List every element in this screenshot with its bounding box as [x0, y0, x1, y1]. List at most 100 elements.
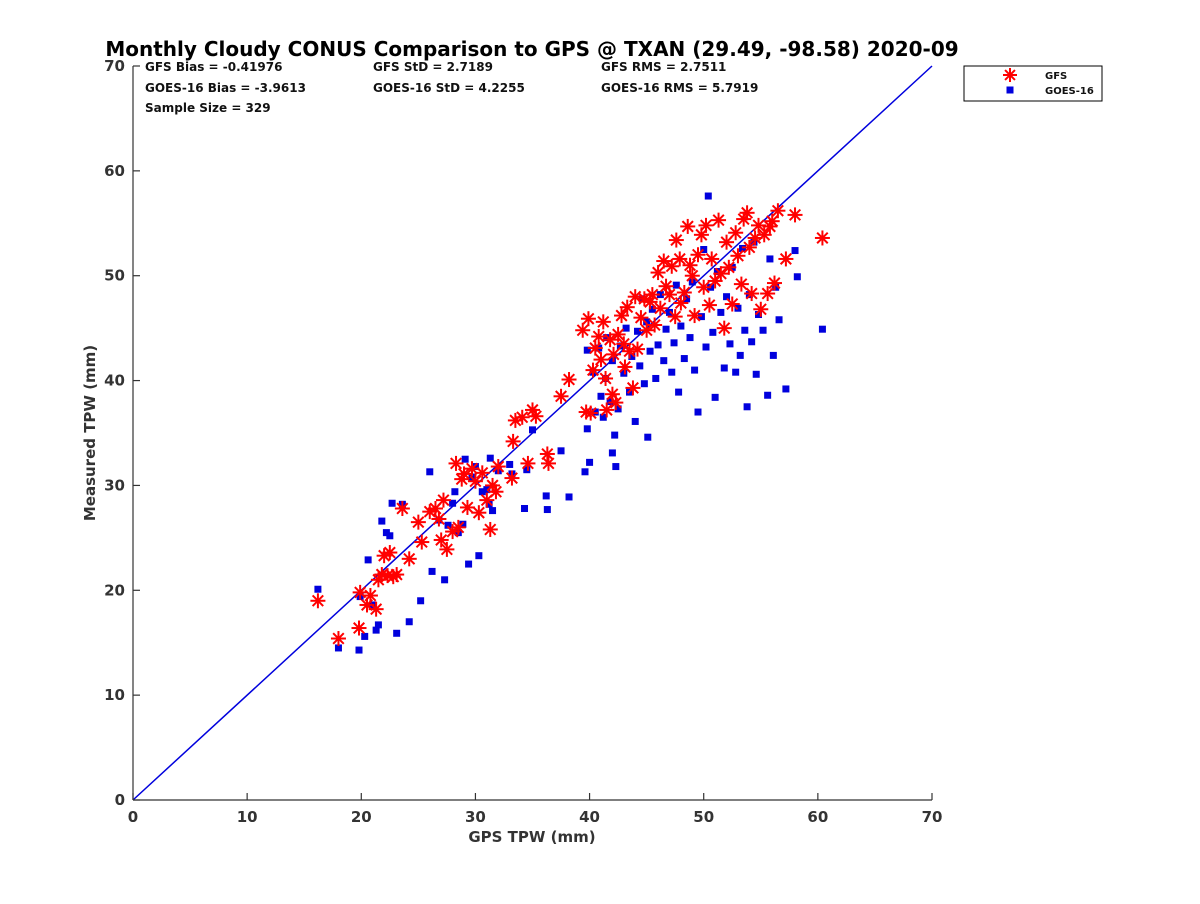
goes-point: [386, 532, 394, 540]
gfs-point: [739, 205, 755, 221]
gfs-point: [351, 620, 367, 636]
goes-point: [711, 393, 719, 401]
goes-point: [478, 488, 486, 496]
goes-point: [648, 305, 656, 313]
gfs-point: [540, 455, 556, 471]
gfs-point: [741, 239, 757, 255]
gfs-point: [650, 265, 666, 281]
goes-point: [636, 362, 644, 370]
goes-point: [656, 291, 664, 299]
goes-point: [782, 385, 790, 393]
sample-size-text: Sample Size = 329: [145, 101, 271, 115]
goes-point: [361, 632, 369, 640]
gfs-point: [687, 308, 703, 324]
gfs-point: [553, 388, 569, 404]
gfs-point: [644, 287, 660, 303]
goes-point: [628, 352, 636, 360]
goes-point: [506, 460, 514, 468]
goes-point: [393, 629, 401, 637]
gfs-point: [414, 534, 430, 550]
goes-point: [459, 520, 467, 528]
gfs-point: [760, 286, 776, 302]
goes-point: [702, 343, 710, 351]
gfs-point: [719, 234, 735, 250]
gfs-point: [368, 601, 384, 617]
gfs-point: [696, 279, 712, 295]
goes-point: [465, 560, 473, 568]
gfs-point: [389, 567, 405, 583]
gfs-point: [595, 314, 611, 330]
gfs-point: [505, 433, 521, 449]
goes-point: [672, 281, 680, 289]
gfs-point: [474, 465, 490, 481]
gfs-point: [673, 295, 689, 311]
gfs-point: [684, 268, 700, 284]
gfs-point: [382, 545, 398, 561]
goes-point: [739, 244, 747, 252]
goes-point: [791, 247, 799, 255]
gfs-point: [630, 341, 646, 357]
gfs-point: [459, 499, 475, 515]
gfs-point: [625, 380, 641, 396]
gfs-point: [602, 332, 618, 348]
goes-point: [723, 293, 731, 301]
goes-point: [523, 466, 531, 474]
goes-point: [631, 417, 639, 425]
x-tick-label: 0: [128, 808, 138, 826]
gfs-point: [701, 297, 717, 313]
gfs-point: [647, 317, 663, 333]
gfs-point: [482, 521, 498, 537]
goes-point: [334, 644, 342, 652]
gfs-point: [598, 370, 614, 386]
goes-point: [608, 357, 616, 365]
x-tick-label: 10: [237, 808, 258, 826]
goes-point: [374, 621, 382, 629]
goes-point: [652, 374, 660, 382]
goes-point: [417, 597, 425, 605]
gfs-point: [514, 409, 530, 425]
goes-point: [694, 408, 702, 416]
goes-point: [611, 431, 619, 439]
y-tick-label: 30: [104, 476, 125, 494]
gfs-point: [606, 346, 622, 362]
goes-point: [608, 449, 616, 457]
gfs-point: [504, 470, 520, 486]
gfs-point: [471, 505, 487, 521]
goes-std-text: GOES-16 StD = 4.2255: [373, 81, 525, 95]
goes-point: [717, 308, 725, 316]
goes-point: [426, 468, 434, 476]
y-tick-label: 60: [104, 162, 125, 180]
gfs-point: [608, 395, 624, 411]
gfs-point: [352, 584, 368, 600]
gfs-point: [439, 541, 455, 557]
gfs-point: [587, 340, 603, 356]
gfs-point: [724, 296, 740, 312]
goes-point: [485, 500, 493, 508]
goes-rms-text: GOES-16 RMS = 5.7919: [601, 81, 758, 95]
gfs-point: [711, 212, 727, 228]
gfs-point: [599, 402, 615, 418]
gfs-point: [450, 519, 466, 535]
gfs-point: [652, 300, 668, 316]
gfs-point: [617, 359, 633, 375]
goes-point: [670, 339, 678, 347]
gfs-point: [716, 320, 732, 336]
legend-gfs-marker: [1003, 68, 1017, 82]
x-tick-label: 30: [465, 808, 486, 826]
x-axis-label: GPS TPW (mm): [468, 828, 595, 846]
goes-point: [818, 325, 826, 333]
goes-point: [475, 552, 483, 560]
goes-point: [743, 403, 751, 411]
gfs-point: [610, 326, 626, 342]
gfs-point: [422, 504, 438, 520]
gfs-point: [728, 225, 744, 241]
legend: GFS GOES-16: [963, 65, 1103, 102]
gfs-point: [614, 308, 630, 324]
y-tick-label: 20: [104, 581, 125, 599]
goes-point: [677, 322, 685, 330]
goes-point: [620, 369, 628, 377]
goes-point: [646, 347, 654, 355]
goes-point: [378, 517, 386, 525]
gfs-point: [778, 251, 794, 267]
